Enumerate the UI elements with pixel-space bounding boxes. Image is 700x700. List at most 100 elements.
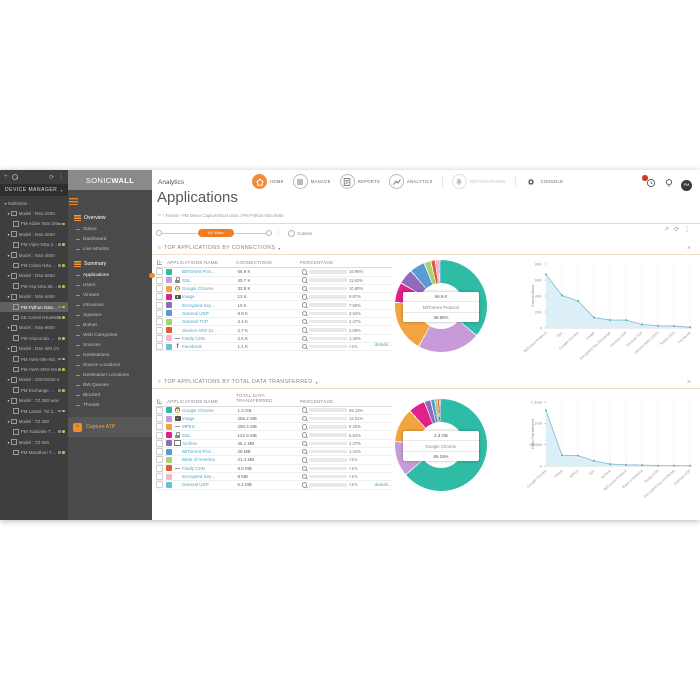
grid-icon[interactable]: [157, 398, 162, 404]
app-link[interactable]: Fastly CDN: [182, 335, 206, 341]
tree-item-pm-aws-srs-ns[interactable]: PM AWS-SRS-NS…: [0, 364, 68, 374]
row-checkbox[interactable]: [156, 456, 163, 464]
tree-item-model-tz-400[interactable]: ▾ Model : TZ 400: [0, 416, 68, 426]
more-icon[interactable]: ⋮: [58, 174, 64, 181]
app-link[interactable]: Encrypted Key…: [182, 302, 216, 308]
slider-end-handle[interactable]: [266, 230, 272, 236]
connections-line-chart[interactable]: 0 20K 40K 60K 80K Connections BitTorrent Proto…: [510, 254, 696, 372]
zoom-icon[interactable]: [301, 294, 307, 300]
tree-item-pm-viper-nsa-3[interactable]: PM Viper NSa 3…: [0, 240, 68, 250]
zoom-icon[interactable]: [301, 277, 307, 283]
sidebar-item-viruses[interactable]: Viruses: [68, 290, 152, 300]
tree-item-model-tz-600[interactable]: ▾ Model : TZ 600: [0, 437, 68, 447]
column-header-value[interactable]: CONNECTIONS: [236, 260, 273, 265]
zoom-icon[interactable]: [301, 343, 307, 350]
row-checkbox[interactable]: [156, 431, 163, 439]
tree-item-pm-aws-08v-ns[interactable]: PM AWS-08v-NS…: [0, 354, 68, 364]
tree-item-pm-marathon-t[interactable]: PM Marathon T…: [0, 447, 68, 457]
drag-handle-icon[interactable]: ≡: [158, 379, 161, 385]
zoom-icon[interactable]: [301, 302, 307, 308]
zoom-icon[interactable]: [301, 465, 307, 472]
row-checkbox[interactable]: [156, 309, 163, 317]
sidebar-item-dashboard[interactable]: Dashboard: [68, 234, 152, 244]
app-link[interactable]: Image: [182, 294, 195, 300]
sidebar-item-users[interactable]: Users: [68, 280, 152, 290]
row-checkbox[interactable]: [156, 343, 163, 351]
app-link[interactable]: Encrypted Key…: [182, 474, 216, 480]
more-icon[interactable]: ⋮: [684, 227, 690, 233]
tree-item-model-nsa-5650[interactable]: ▾ Model : NSa 5650: [0, 271, 68, 281]
app-link[interactable]: Facebook: [182, 344, 202, 350]
row-checkbox[interactable]: [156, 448, 163, 456]
alerts-clock-icon[interactable]: [642, 175, 657, 194]
model-icon[interactable]: [11, 210, 17, 217]
app-link[interactable]: Google Chrome: [182, 407, 214, 413]
menu-group-summary[interactable]: Summary: [68, 258, 152, 270]
details-link[interactable]: details...: [374, 482, 392, 487]
model-icon[interactable]: [11, 376, 17, 383]
model-icon[interactable]: [11, 231, 17, 238]
column-header-name[interactable]: APPLICATIONS NAME: [167, 260, 219, 266]
sidebar-item-sources[interactable]: Sources: [68, 340, 152, 350]
tree-item-model-nsa-4650[interactable]: ▾ Model : NSa 4650: [0, 250, 68, 260]
device-manager-header[interactable]: DEVICE MANAGER ▾: [0, 184, 68, 196]
menu-group-overview[interactable]: Overview: [68, 212, 152, 224]
sidebar-item-spyware[interactable]: Spyware: [68, 310, 152, 320]
column-header-percentage[interactable]: PERCENTAGE: [300, 260, 334, 266]
row-checkbox[interactable]: [156, 406, 163, 414]
sidebar-item-capture-atp[interactable]: ~ Capture ATP: [68, 417, 152, 437]
zoom-icon[interactable]: [301, 327, 307, 333]
tree-item-model-nsa-6650[interactable]: ▾ Model : NSa 6650: [0, 292, 68, 302]
app-link[interactable]: SSL: [182, 432, 191, 438]
zoom-icon[interactable]: [301, 440, 307, 447]
row-checkbox[interactable]: [156, 293, 163, 301]
model-icon[interactable]: [11, 345, 17, 352]
device-checkbox[interactable]: [13, 262, 19, 269]
row-checkbox[interactable]: [156, 415, 163, 422]
device-checkbox[interactable]: [13, 221, 19, 227]
tree-item-pm-toadvale-t[interactable]: PM Toadvale T…: [0, 427, 68, 437]
device-checkbox[interactable]: [13, 366, 19, 373]
app-link[interactable]: General UDP: [182, 310, 209, 316]
zoom-icon[interactable]: [301, 415, 307, 422]
sidebar-item-intrusions[interactable]: Intrusions: [68, 300, 152, 310]
model-icon[interactable]: [11, 293, 17, 300]
sidebar-item-botnet[interactable]: Botnet: [68, 320, 152, 330]
sidebar-item-applications[interactable]: Applications: [68, 270, 155, 280]
zoom-icon[interactable]: [301, 310, 307, 317]
zoom-icon[interactable]: [301, 335, 307, 342]
close-icon[interactable]: ×: [686, 378, 691, 386]
app-link[interactable]: Service ARS (U…: [182, 327, 218, 333]
tree-expand-icon[interactable]: ▾: [7, 212, 10, 217]
sidebar-item-destination-locations[interactable]: Destination Locations: [68, 370, 152, 380]
row-checkbox[interactable]: [156, 439, 163, 447]
device-checkbox[interactable]: [13, 356, 19, 362]
app-link[interactable]: Image: [182, 416, 195, 421]
model-icon[interactable]: [11, 418, 17, 425]
tree-item-model-nsa-3650[interactable]: ▾ Model : NSa 3650: [0, 229, 68, 239]
device-checkbox[interactable]: [13, 304, 19, 310]
tree-expand-icon[interactable]: ▾: [7, 232, 10, 237]
tree-item-multiview[interactable]: ▾ MultiView: [0, 198, 68, 208]
zoom-icon[interactable]: [301, 457, 307, 463]
device-checkbox[interactable]: [13, 387, 19, 394]
nav-item-manage[interactable]: MANAGE: [292, 174, 331, 189]
nav-item-notifications[interactable]: NOTIFICATIONS: [451, 174, 506, 189]
search-icon[interactable]: [11, 174, 18, 180]
device-checkbox[interactable]: [13, 283, 19, 290]
zoom-icon[interactable]: [301, 407, 307, 413]
tree-item-pm-exchange[interactable]: PM Exchange …: [0, 385, 68, 395]
sidebar-item-web-categories[interactable]: Web Categories: [68, 330, 152, 340]
tree-expand-icon[interactable]: ▾: [7, 253, 10, 258]
column-header-name[interactable]: APPLICATIONS NAME: [167, 398, 219, 404]
row-checkbox[interactable]: [156, 276, 163, 284]
tree-expand-icon[interactable]: ▾: [4, 201, 7, 206]
zoom-icon[interactable]: [301, 432, 307, 438]
refresh-icon[interactable]: ⟳: [48, 174, 54, 181]
tree-expand-icon[interactable]: ▾: [7, 440, 10, 445]
tree-expand-icon[interactable]: ▾: [7, 274, 10, 279]
add-device-icon[interactable]: +: [4, 174, 8, 180]
chevron-down-icon[interactable]: ▾: [278, 245, 281, 251]
tree-item-pm-adder-nsa-2650[interactable]: PM Adder NSa 2650: [0, 219, 68, 229]
model-icon[interactable]: [11, 252, 17, 259]
